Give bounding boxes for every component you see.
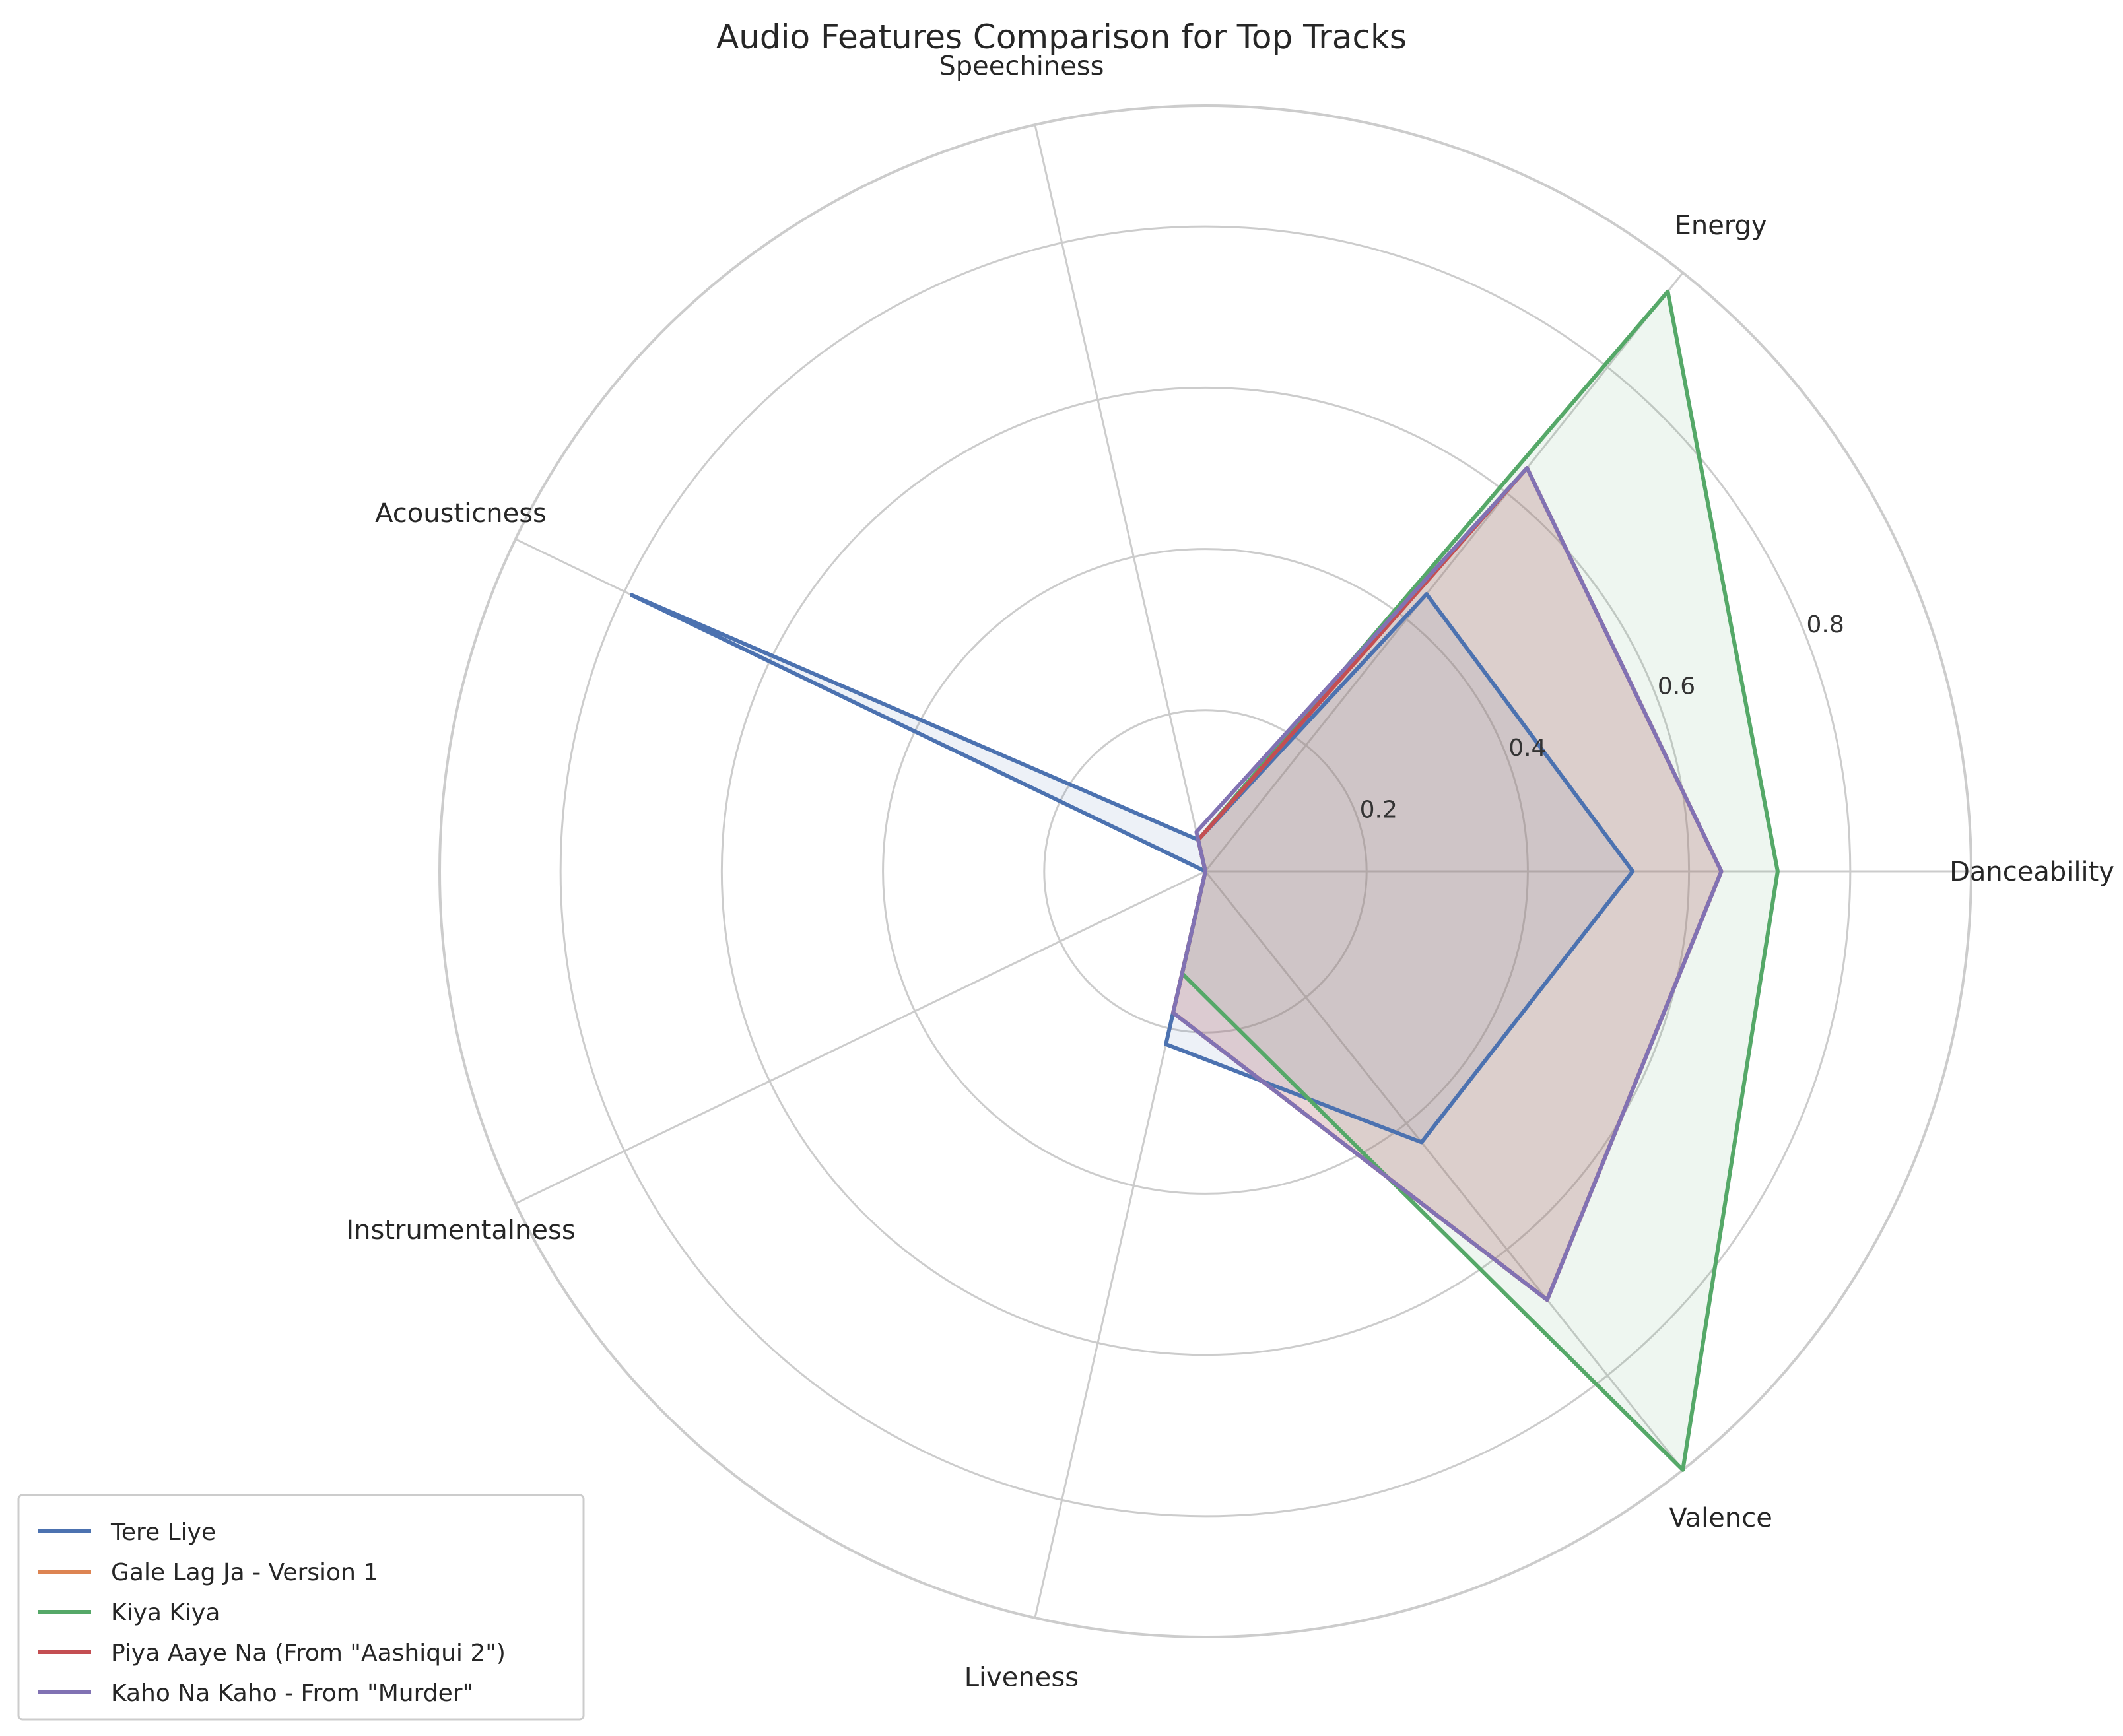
series-line	[1171, 466, 1724, 1302]
series-fill	[1173, 468, 1722, 1300]
axis-label: Valence	[1669, 1503, 1772, 1533]
legend: Tere Liye Gale Lag Ja - Version 1 Kiya Kiy…	[17, 1494, 585, 1721]
series-fill	[631, 594, 1633, 1143]
series-fill	[1182, 291, 1778, 1470]
axis-label: Instrumentalness	[346, 1215, 575, 1246]
axis-spoke	[1204, 871, 1684, 1471]
series-lines	[629, 289, 1780, 1472]
radial-tick-label: 0.6	[1658, 673, 1695, 700]
axis-label: Speechiness	[939, 51, 1104, 81]
axis-label: Energy	[1675, 211, 1767, 241]
axis-labels: Danceability Energy Speechiness Acousticnes…	[346, 51, 2114, 1692]
legend-entry: Gale Lag Ja - Version 1	[111, 1559, 378, 1586]
legend-entry: Tere Liye	[110, 1519, 216, 1546]
axis-label: Acousticness	[375, 498, 547, 529]
series-fill	[1173, 468, 1722, 1300]
legend-entry: Kiya Kiya	[111, 1599, 220, 1626]
axis-spoke	[515, 870, 1206, 1205]
legend-entry: Kaho Na Kaho - From "Murder"	[111, 1680, 473, 1707]
radial-tick-label: 0.4	[1508, 735, 1546, 762]
axis-spoke	[1034, 124, 1207, 872]
axis-spoke	[1204, 272, 1684, 872]
radial-ticks: 0.2 0.4 0.6 0.8	[1360, 611, 1844, 823]
axis-label: Danceability	[1949, 857, 2114, 887]
chart-title: Audio Features Comparison for Top Tracks	[716, 18, 1407, 56]
series-line	[629, 592, 1635, 1145]
radial-tick-label: 0.2	[1360, 797, 1398, 824]
radial-tick-label: 0.8	[1807, 611, 1844, 638]
legend-entry: Piya Aaye Na (From "Aashiqui 2")	[111, 1640, 506, 1667]
series-fills	[631, 291, 1778, 1470]
legend-box	[17, 1494, 585, 1721]
series-fill	[1173, 468, 1722, 1300]
axis-label: Liveness	[964, 1663, 1079, 1693]
